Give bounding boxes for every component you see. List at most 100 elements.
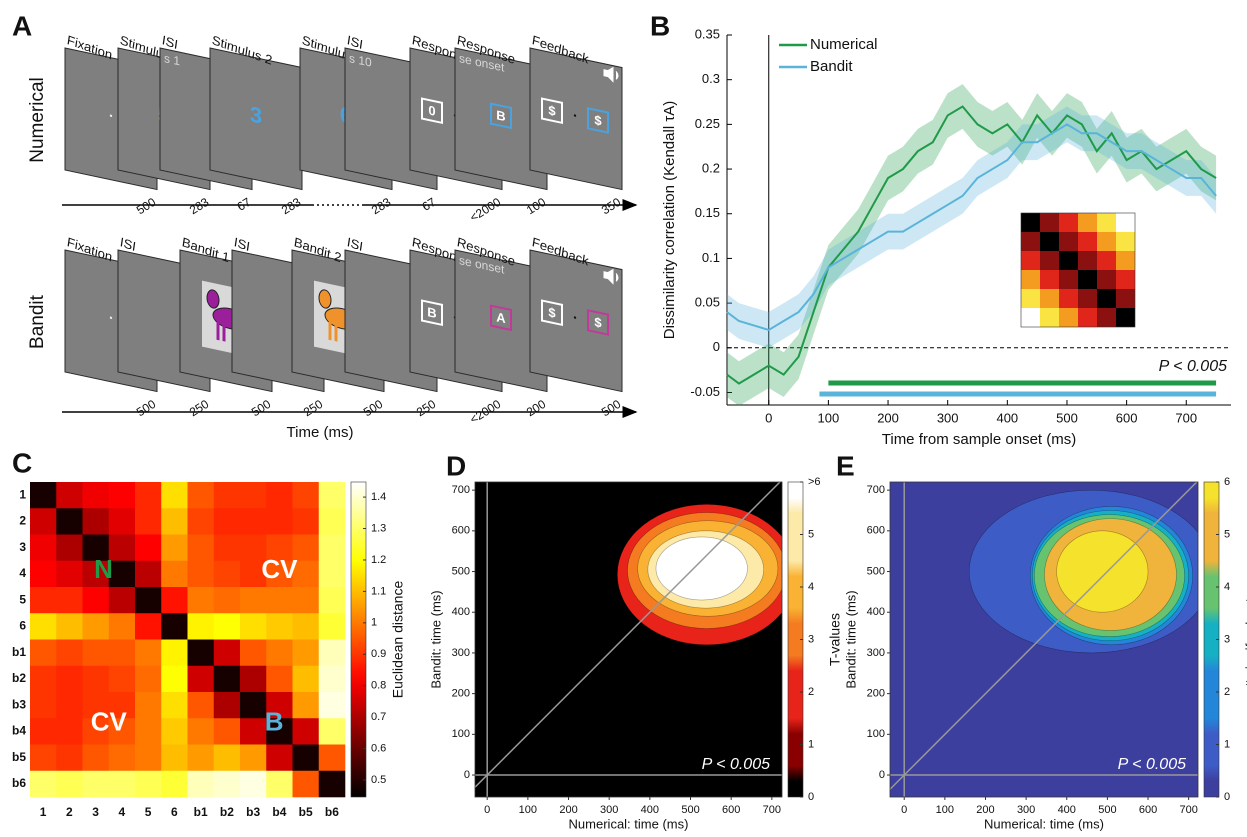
heatmap-cell	[56, 718, 83, 745]
panel-label: E	[836, 450, 855, 481]
inset-cell	[1021, 213, 1040, 232]
heatmap-cell	[135, 692, 162, 719]
heatmap-cell	[161, 482, 188, 509]
colorbar-tick-label: 3	[1224, 633, 1230, 645]
inset-cell	[1059, 270, 1078, 289]
heatmap-cell	[266, 613, 293, 640]
inset-cell	[1078, 289, 1097, 308]
screen-symbol: $	[594, 112, 602, 129]
heatmap-cell	[293, 613, 320, 640]
colorbar-tick-label: 1.4	[371, 491, 386, 503]
inset-cell	[1078, 251, 1097, 270]
y-tick-label: 700	[452, 484, 470, 496]
heatmap-cell	[214, 508, 241, 535]
inset-cell	[1116, 251, 1135, 270]
inset-cell	[1078, 308, 1097, 327]
duration: 500	[249, 397, 274, 420]
heatmap-cell	[161, 666, 188, 693]
heatmap-cell	[30, 535, 57, 562]
y-axis-label: Dissimilarity correlation (Kendall τA)	[661, 101, 678, 340]
row-label: b1	[12, 645, 26, 659]
heatmap-cell	[293, 718, 320, 745]
heatmap-cell	[161, 587, 188, 614]
inset-cell	[1059, 213, 1078, 232]
heatmap-cell	[83, 771, 110, 798]
x-axis-label: Numerical: time (ms)	[984, 816, 1104, 831]
duration: <2000	[467, 195, 503, 225]
inset-cell	[1059, 251, 1078, 270]
row-label: 3	[19, 540, 26, 554]
heatmap-cell	[214, 640, 241, 667]
heatmap-cell	[109, 745, 136, 772]
x-tick-label: 500	[681, 804, 699, 816]
annotation: P < 0.005	[702, 756, 770, 773]
heatmap-cell	[319, 535, 346, 562]
page: {"diagram":{"label":"A","time_label":"Ti…	[0, 0, 1247, 837]
y-tick-label: 0.25	[695, 116, 720, 131]
duration: 283	[369, 195, 394, 218]
x-tick-label: 500	[1056, 410, 1078, 425]
inset-cell	[1040, 251, 1059, 270]
row-label: 6	[19, 619, 26, 633]
y-tick-label: 0	[464, 769, 470, 781]
inset-cell	[1059, 232, 1078, 251]
heatmap-cell	[30, 745, 57, 772]
colorbar-tick-label: 4	[1224, 581, 1230, 593]
duration: 350	[599, 195, 624, 218]
colorbar-tick-label: 5	[1224, 528, 1230, 540]
heatmap-cell	[30, 587, 57, 614]
col-label: 1	[40, 805, 47, 819]
inset-cell	[1097, 308, 1116, 327]
heatmap-cell	[188, 692, 215, 719]
row-label: 5	[19, 592, 26, 606]
heatmap-cell	[214, 745, 241, 772]
heatmap-cell	[266, 508, 293, 535]
screen-symbol: B	[427, 304, 436, 321]
heatmap-cell	[188, 718, 215, 745]
x-tick-label: 200	[559, 804, 577, 816]
heatmap-cell	[83, 587, 110, 614]
heatmap-cell	[293, 745, 320, 772]
duration: 250	[414, 397, 439, 420]
heatmap-cell	[109, 771, 136, 798]
x-tick-label: 300	[1017, 804, 1035, 816]
heatmap-cell	[188, 771, 215, 798]
screen-symbol: $	[594, 314, 602, 331]
colorbar-tick-label: 1	[808, 738, 814, 750]
heatmap-cell	[319, 692, 346, 719]
inset-cell	[1021, 232, 1040, 251]
duration: 67	[420, 195, 439, 214]
heatmap-cell	[56, 482, 83, 509]
heatmap-cell	[240, 587, 267, 614]
screen-symbol: $	[548, 102, 556, 119]
col-label: 4	[119, 805, 126, 819]
heatmap-cell	[135, 745, 162, 772]
annotation: P < 0.005	[1159, 358, 1227, 375]
colorbar-tick-label: 1	[1224, 738, 1230, 750]
colorbar-tick-label: 6	[1224, 476, 1230, 488]
x-axis-label: Numerical: time (ms)	[569, 816, 689, 831]
panel-label: D	[446, 450, 466, 481]
duration: 283	[279, 195, 304, 218]
duration: 250	[301, 397, 326, 420]
matrix-annotation: N	[94, 554, 113, 584]
colorbar	[351, 482, 366, 797]
heatmap-cell	[214, 561, 241, 588]
y-tick-label: 200	[452, 688, 470, 700]
heatmap-cell	[240, 745, 267, 772]
inset-cell	[1040, 232, 1059, 251]
col-label: b1	[194, 805, 208, 819]
inset-cell	[1097, 289, 1116, 308]
x-tick-label: 300	[600, 804, 618, 816]
heatmap-cell	[56, 587, 83, 614]
heatmap-cell	[56, 771, 83, 798]
heatmap-cell	[135, 482, 162, 509]
inset-cell	[1097, 251, 1116, 270]
legend-label: Numerical	[810, 36, 878, 53]
heatmap-cell	[240, 771, 267, 798]
colorbar-tick-label: 5	[808, 528, 814, 540]
duration: 500	[134, 195, 159, 218]
heatmap-cell	[109, 613, 136, 640]
duration: 200	[524, 397, 549, 420]
x-tick-label: 300	[937, 410, 959, 425]
